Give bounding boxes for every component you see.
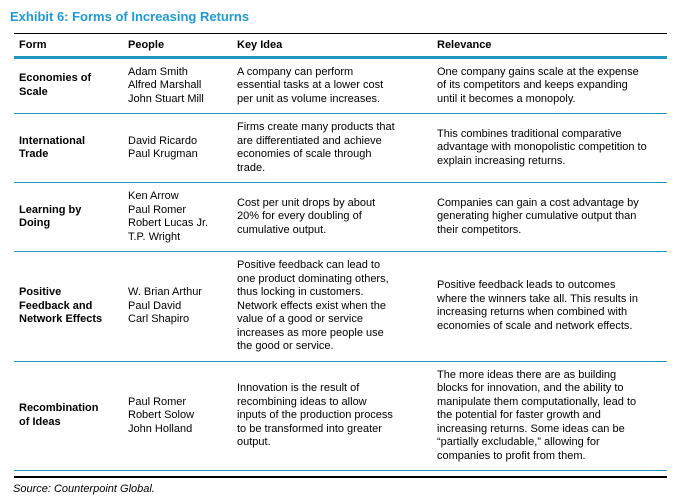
person-name: Alfred Marshall [128,79,202,91]
table-header: Form People Key Idea Relevance [14,33,667,59]
form-cell: Positive Feedback and Network Effects [14,251,123,362]
relevance-cell: One company gains scale at the expense o… [432,57,667,114]
relevance-cell: Companies can gain a cost advantage by g… [432,182,667,252]
table-row: Learning by Doing Ken Arrow Paul Romer Rob… [14,182,667,252]
relevance-cell: Positive feedback leads to outcomes wher… [432,251,667,362]
people-cell: Paul Romer Robert Solow John Holland [123,361,232,471]
form-cell: Economies of Scale [14,57,123,114]
person-name: Paul Krugman [128,148,198,160]
form-cell: International Trade [14,113,123,183]
key-idea-cell: A company can perform essential tasks at… [232,57,432,114]
header-form: Form [14,33,123,59]
table-body: Economies of Scale Adam Smith Alfred Mars… [14,57,667,471]
relevance-cell: This combines traditional comparative ad… [432,113,667,183]
person-name: John Stuart Mill [128,92,204,105]
header-key-idea: Key Idea [232,33,432,59]
table-row: Positive Feedback and Network Effects W.… [14,251,667,362]
people-cell: Adam Smith Alfred Marshall John Stuart Mil… [123,57,232,114]
exhibit-title: Exhibit 6: Forms of Increasing Returns [10,9,250,24]
relevance-cell: The more ideas there are as building blo… [432,361,667,471]
source-note: Source: Counterpoint Global. [13,483,155,495]
person-name: Robert Lucas Jr. [128,217,209,229]
people-cell: W. Brian Arthur Paul David Carl Shapiro [123,251,232,362]
form-cell: Learning by Doing [14,182,123,252]
person-name: Ken Arrow [128,190,179,202]
person-name: David Ricardo [128,134,198,147]
key-idea-cell: Innovation is the result of recombining … [232,361,432,471]
table-row: International Trade David Ricardo Paul Kr… [14,113,667,183]
person-name: John Holland [128,422,193,435]
header-people: People [123,33,232,59]
key-idea-cell: Positive feedback can lead to one produc… [232,251,432,362]
person-name: W. Brian Arthur [128,286,202,298]
person-name: Paul David [128,299,182,312]
form-cell: Recombination of Ideas [14,361,123,471]
header-relevance: Relevance [432,33,667,59]
person-name: T.P. Wright [128,230,181,243]
increasing-returns-table: Form People Key Idea Relevance Economies… [14,33,667,471]
person-name: Adam Smith [128,65,188,78]
person-name: Robert Solow [128,409,195,421]
key-idea-cell: Cost per unit drops by about 20% for eve… [232,182,432,252]
table-row: Economies of Scale Adam Smith Alfred Mars… [14,57,667,114]
person-name: Paul Romer [128,203,187,216]
people-cell: Ken Arrow Paul Romer Robert Lucas Jr. T.P. … [123,182,232,252]
table-row: Recombination of Ideas Paul Romer Robert … [14,361,667,471]
header-row: Form People Key Idea Relevance [14,33,667,59]
key-idea-cell: Firms create many products that are diff… [232,113,432,183]
people-cell: David Ricardo Paul Krugman [123,113,232,183]
person-name: Paul Romer [128,395,187,408]
person-name: Carl Shapiro [128,313,190,325]
table-bottom-rule [14,476,667,478]
